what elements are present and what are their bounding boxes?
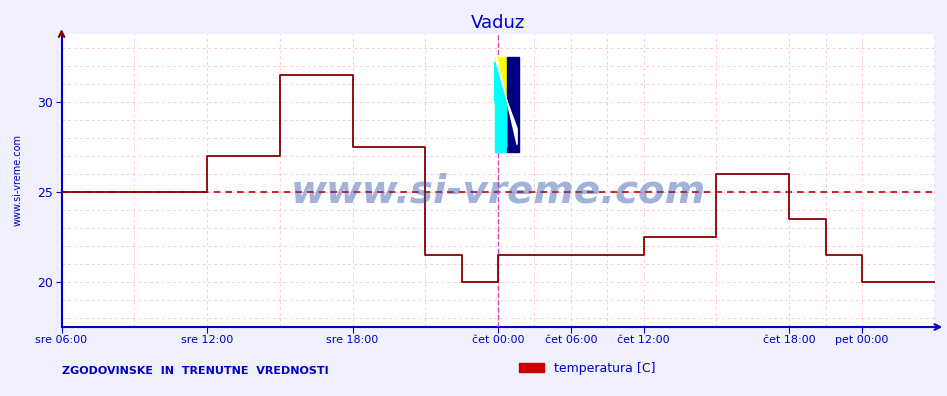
Text: ZGODOVINSKE  IN  TRENUTNE  VREDNOSTI: ZGODOVINSKE IN TRENUTNE VREDNOSTI: [62, 366, 329, 376]
Text: www.si-vreme.com: www.si-vreme.com: [13, 134, 23, 226]
Polygon shape: [496, 57, 517, 145]
Legend: temperatura [C]: temperatura [C]: [514, 357, 660, 380]
Polygon shape: [494, 62, 507, 148]
Title: Vaduz: Vaduz: [471, 14, 526, 32]
Bar: [507, 57, 519, 152]
Bar: [494, 57, 507, 105]
Bar: [494, 105, 507, 152]
Text: www.si-vreme.com: www.si-vreme.com: [291, 173, 706, 211]
